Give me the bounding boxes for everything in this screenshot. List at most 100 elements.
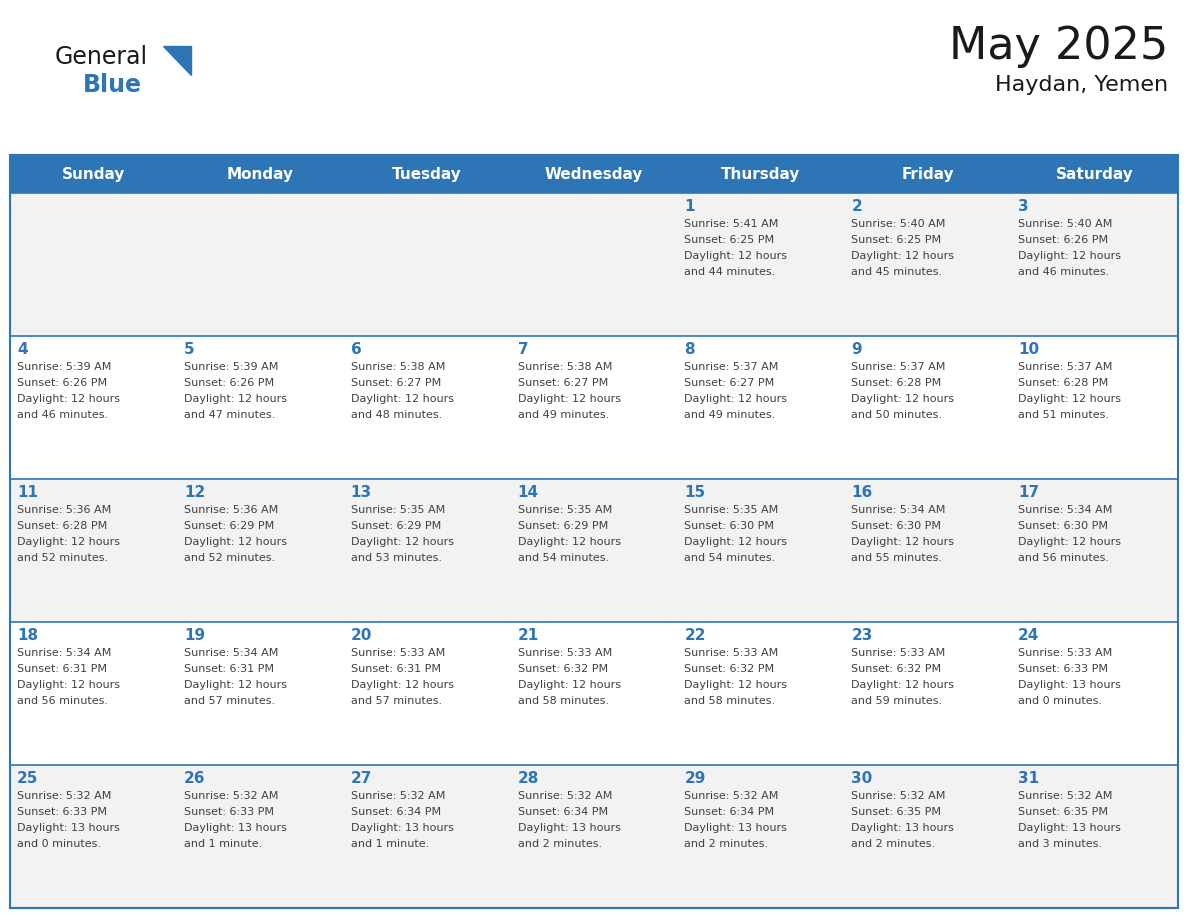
Text: Tuesday: Tuesday [392, 166, 462, 182]
Text: 1: 1 [684, 199, 695, 214]
Text: Sunrise: 5:32 AM: Sunrise: 5:32 AM [17, 791, 112, 801]
Text: and 2 minutes.: and 2 minutes. [684, 839, 769, 849]
Text: Daylight: 12 hours: Daylight: 12 hours [852, 394, 954, 404]
Text: and 2 minutes.: and 2 minutes. [852, 839, 935, 849]
Text: and 55 minutes.: and 55 minutes. [852, 553, 942, 563]
Text: Sunrise: 5:38 AM: Sunrise: 5:38 AM [350, 362, 446, 372]
Text: 20: 20 [350, 628, 372, 643]
Text: Sunrise: 5:32 AM: Sunrise: 5:32 AM [684, 791, 779, 801]
Text: and 56 minutes.: and 56 minutes. [17, 696, 108, 706]
Text: Sunrise: 5:33 AM: Sunrise: 5:33 AM [350, 648, 446, 658]
Text: Sunrise: 5:33 AM: Sunrise: 5:33 AM [852, 648, 946, 658]
Bar [10, 765, 1178, 908]
Text: 21: 21 [518, 628, 539, 643]
Text: and 3 minutes.: and 3 minutes. [1018, 839, 1102, 849]
Text: Sunrise: 5:40 AM: Sunrise: 5:40 AM [852, 219, 946, 229]
Text: Sunset: 6:30 PM: Sunset: 6:30 PM [1018, 521, 1108, 531]
Text: Sunset: 6:33 PM: Sunset: 6:33 PM [17, 807, 107, 817]
Bar [177, 155, 343, 193]
Text: Sunrise: 5:39 AM: Sunrise: 5:39 AM [17, 362, 112, 372]
Text: 8: 8 [684, 342, 695, 357]
Text: Daylight: 12 hours: Daylight: 12 hours [17, 394, 120, 404]
Text: 16: 16 [852, 485, 872, 500]
Bar [1011, 155, 1178, 193]
Text: 15: 15 [684, 485, 706, 500]
Text: Sunrise: 5:35 AM: Sunrise: 5:35 AM [684, 505, 778, 515]
Text: Sunset: 6:28 PM: Sunset: 6:28 PM [852, 378, 942, 388]
Text: Sunrise: 5:35 AM: Sunrise: 5:35 AM [350, 505, 446, 515]
Text: and 50 minutes.: and 50 minutes. [852, 410, 942, 420]
Text: Sunrise: 5:33 AM: Sunrise: 5:33 AM [518, 648, 612, 658]
Text: 25: 25 [17, 771, 38, 786]
Text: Sunset: 6:25 PM: Sunset: 6:25 PM [684, 235, 775, 245]
Bar [10, 336, 1178, 479]
Text: and 0 minutes.: and 0 minutes. [17, 839, 101, 849]
Text: and 54 minutes.: and 54 minutes. [684, 553, 776, 563]
Text: Daylight: 13 hours: Daylight: 13 hours [518, 823, 620, 833]
Text: Haydan, Yemen: Haydan, Yemen [994, 75, 1168, 95]
Bar [10, 479, 1178, 622]
Text: 17: 17 [1018, 485, 1040, 500]
Text: 30: 30 [852, 771, 872, 786]
Text: 10: 10 [1018, 342, 1040, 357]
Text: Daylight: 12 hours: Daylight: 12 hours [17, 537, 120, 547]
Text: and 52 minutes.: and 52 minutes. [184, 553, 274, 563]
Bar [845, 155, 1011, 193]
Text: and 47 minutes.: and 47 minutes. [184, 410, 276, 420]
Text: 14: 14 [518, 485, 538, 500]
Text: Sunset: 6:27 PM: Sunset: 6:27 PM [518, 378, 608, 388]
Text: 24: 24 [1018, 628, 1040, 643]
Text: 18: 18 [17, 628, 38, 643]
Text: Sunset: 6:29 PM: Sunset: 6:29 PM [184, 521, 274, 531]
Text: 3: 3 [1018, 199, 1029, 214]
Text: Sunrise: 5:34 AM: Sunrise: 5:34 AM [184, 648, 278, 658]
Text: and 54 minutes.: and 54 minutes. [518, 553, 608, 563]
Text: Sunset: 6:26 PM: Sunset: 6:26 PM [1018, 235, 1108, 245]
Text: Sunset: 6:33 PM: Sunset: 6:33 PM [184, 807, 274, 817]
Text: and 2 minutes.: and 2 minutes. [518, 839, 601, 849]
Text: Sunset: 6:26 PM: Sunset: 6:26 PM [17, 378, 107, 388]
Text: Daylight: 12 hours: Daylight: 12 hours [350, 394, 454, 404]
Text: Sunrise: 5:33 AM: Sunrise: 5:33 AM [684, 648, 778, 658]
Text: Daylight: 13 hours: Daylight: 13 hours [350, 823, 454, 833]
Text: 13: 13 [350, 485, 372, 500]
Text: Sunset: 6:35 PM: Sunset: 6:35 PM [852, 807, 941, 817]
Text: Sunrise: 5:40 AM: Sunrise: 5:40 AM [1018, 219, 1112, 229]
Text: 12: 12 [184, 485, 206, 500]
Text: Sunset: 6:35 PM: Sunset: 6:35 PM [1018, 807, 1108, 817]
Bar [10, 622, 1178, 765]
Text: Sunset: 6:27 PM: Sunset: 6:27 PM [684, 378, 775, 388]
Text: and 56 minutes.: and 56 minutes. [1018, 553, 1110, 563]
Text: and 45 minutes.: and 45 minutes. [852, 267, 942, 277]
Text: Daylight: 12 hours: Daylight: 12 hours [1018, 251, 1121, 261]
Text: Sunset: 6:34 PM: Sunset: 6:34 PM [684, 807, 775, 817]
Text: Sunrise: 5:38 AM: Sunrise: 5:38 AM [518, 362, 612, 372]
Text: 23: 23 [852, 628, 873, 643]
Text: 28: 28 [518, 771, 539, 786]
Text: Daylight: 12 hours: Daylight: 12 hours [684, 394, 788, 404]
Text: and 58 minutes.: and 58 minutes. [518, 696, 608, 706]
Text: Sunset: 6:34 PM: Sunset: 6:34 PM [518, 807, 608, 817]
Polygon shape [163, 46, 191, 75]
Text: Sunrise: 5:39 AM: Sunrise: 5:39 AM [184, 362, 278, 372]
Text: Daylight: 13 hours: Daylight: 13 hours [184, 823, 286, 833]
Text: Sunset: 6:32 PM: Sunset: 6:32 PM [684, 664, 775, 674]
Text: Sunrise: 5:36 AM: Sunrise: 5:36 AM [17, 505, 112, 515]
Text: Daylight: 12 hours: Daylight: 12 hours [518, 537, 620, 547]
Text: Sunset: 6:32 PM: Sunset: 6:32 PM [852, 664, 941, 674]
Bar [677, 155, 845, 193]
Text: and 46 minutes.: and 46 minutes. [1018, 267, 1110, 277]
Text: Sunset: 6:26 PM: Sunset: 6:26 PM [184, 378, 274, 388]
Text: and 51 minutes.: and 51 minutes. [1018, 410, 1110, 420]
Text: 2: 2 [852, 199, 862, 214]
Bar [10, 155, 177, 193]
Text: Sunset: 6:31 PM: Sunset: 6:31 PM [17, 664, 107, 674]
Text: 11: 11 [17, 485, 38, 500]
Text: Daylight: 12 hours: Daylight: 12 hours [684, 680, 788, 690]
Text: Daylight: 12 hours: Daylight: 12 hours [350, 537, 454, 547]
Text: Daylight: 12 hours: Daylight: 12 hours [184, 394, 286, 404]
Text: 19: 19 [184, 628, 206, 643]
Text: and 53 minutes.: and 53 minutes. [350, 553, 442, 563]
Text: Sunrise: 5:34 AM: Sunrise: 5:34 AM [1018, 505, 1112, 515]
Text: Sunrise: 5:32 AM: Sunrise: 5:32 AM [184, 791, 278, 801]
